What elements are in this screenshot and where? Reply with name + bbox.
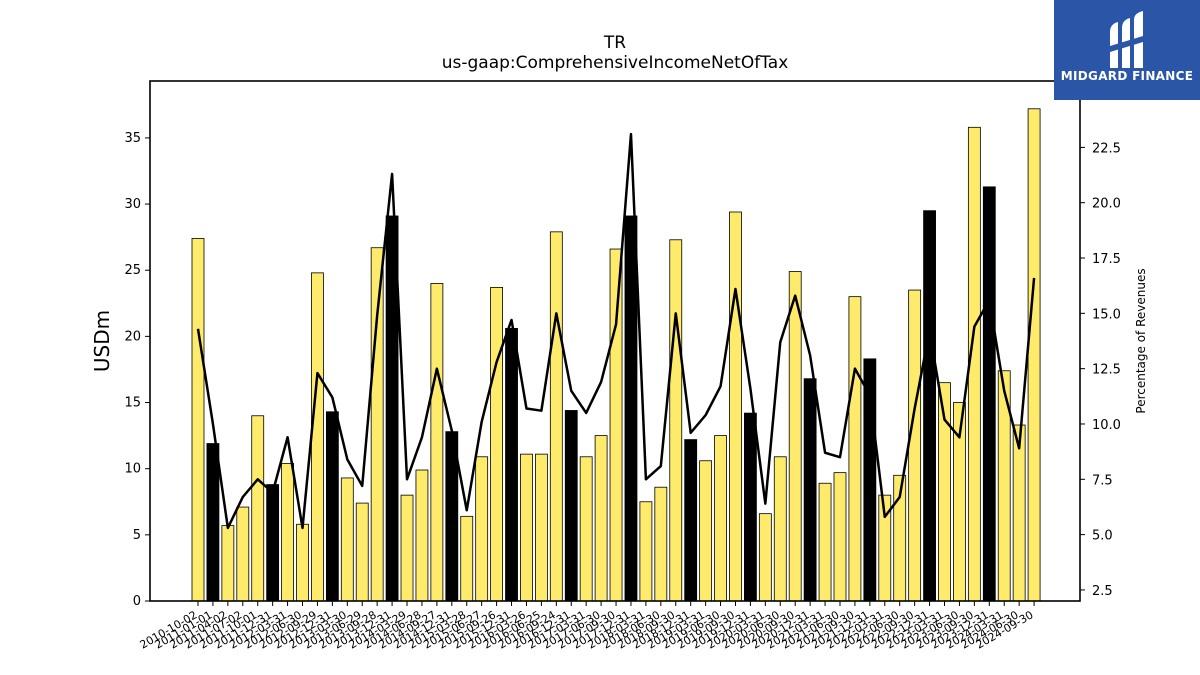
bar bbox=[609, 248, 623, 602]
bar bbox=[833, 472, 847, 602]
bar bbox=[400, 494, 414, 602]
y2-tick-label: 22.5 bbox=[1092, 141, 1121, 156]
bar bbox=[281, 462, 294, 602]
bar bbox=[579, 456, 593, 602]
bar bbox=[564, 410, 578, 602]
bar bbox=[475, 456, 489, 602]
bar bbox=[490, 287, 504, 602]
bar bbox=[818, 482, 832, 602]
bar bbox=[340, 477, 354, 602]
bar bbox=[236, 506, 250, 602]
y2-tick-label: 10.0 bbox=[1092, 418, 1121, 433]
bar bbox=[206, 443, 220, 602]
bar bbox=[266, 484, 280, 602]
line-group bbox=[196, 132, 1036, 530]
bar bbox=[311, 272, 324, 602]
y2-tick-label: 17.5 bbox=[1092, 252, 1121, 267]
bar bbox=[430, 283, 444, 602]
bar bbox=[654, 486, 668, 602]
bar bbox=[251, 415, 265, 602]
y2-tick-label: 12.5 bbox=[1092, 363, 1121, 378]
bar bbox=[744, 412, 757, 602]
bar bbox=[699, 460, 713, 602]
chart-subtitle: us-gaap:ComprehensiveIncomeNetOfTax bbox=[442, 53, 789, 73]
bar bbox=[1012, 424, 1026, 602]
bar bbox=[624, 215, 638, 602]
y-tick-label: 10 bbox=[124, 462, 141, 477]
bar bbox=[908, 289, 922, 602]
y2-tick-label: 7.5 bbox=[1092, 473, 1113, 488]
y2-tick-label: 2.5 bbox=[1092, 584, 1113, 599]
bar bbox=[191, 238, 205, 602]
y-tick-label: 35 bbox=[124, 131, 141, 146]
chart-title: TR bbox=[603, 33, 626, 53]
y2-axis-label: Percentage of Revenues bbox=[1134, 268, 1148, 413]
bar bbox=[803, 378, 817, 602]
logo-mark-icon bbox=[1110, 11, 1143, 68]
bar bbox=[355, 502, 369, 602]
brand-logo: MIDGARD FINANCE bbox=[1054, 0, 1200, 100]
y-tick-label: 30 bbox=[124, 197, 141, 212]
bar bbox=[370, 247, 384, 602]
bar bbox=[460, 515, 474, 602]
axes-group: 0 5 10 15 20 25 30 35 2.5 5.0 7.5 10.0 12.5 15.0 17.5 2… bbox=[124, 80, 1121, 652]
percentage-line bbox=[196, 132, 1036, 530]
bar bbox=[520, 453, 533, 602]
bars-group bbox=[191, 108, 1041, 602]
bar bbox=[773, 456, 787, 602]
bar bbox=[758, 513, 772, 602]
bar bbox=[684, 439, 698, 602]
bar bbox=[848, 296, 862, 602]
y-tick-label: 0 bbox=[133, 594, 141, 609]
y-axis-label: USDm bbox=[90, 310, 114, 372]
y-tick-label: 15 bbox=[124, 396, 141, 411]
y2-tick-label: 5.0 bbox=[1092, 529, 1113, 544]
bar bbox=[221, 525, 235, 602]
bar bbox=[639, 501, 653, 602]
bar bbox=[669, 239, 683, 602]
bar bbox=[729, 211, 742, 602]
logo-text: MIDGARD FINANCE bbox=[1060, 69, 1194, 83]
bar bbox=[325, 411, 339, 602]
bar bbox=[505, 328, 518, 602]
y-tick-label: 5 bbox=[133, 528, 141, 543]
bar bbox=[296, 523, 309, 602]
bar bbox=[982, 186, 996, 602]
plot-frame bbox=[149, 80, 1081, 602]
y-tick-label: 25 bbox=[124, 263, 141, 278]
bar bbox=[1027, 108, 1041, 602]
bar bbox=[923, 210, 936, 602]
bar bbox=[534, 453, 548, 602]
bar bbox=[714, 435, 727, 602]
y-tick-label: 20 bbox=[124, 329, 141, 344]
bar bbox=[594, 435, 608, 602]
y2-tick-label: 20.0 bbox=[1092, 197, 1121, 212]
y2-tick-label: 15.0 bbox=[1092, 307, 1121, 322]
bar bbox=[788, 271, 802, 602]
bar bbox=[415, 469, 429, 602]
bar bbox=[549, 231, 563, 602]
